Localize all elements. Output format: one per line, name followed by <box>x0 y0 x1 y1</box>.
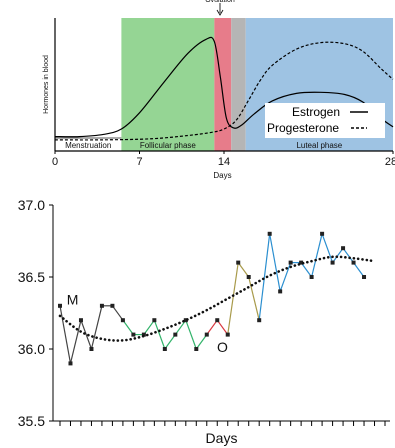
temperature-segment-25 <box>311 233 323 278</box>
ovulation-label: Ovulation <box>205 0 235 4</box>
temperature-segment-24 <box>300 262 313 278</box>
temperature-segment-14 <box>195 334 208 350</box>
temperature-point-3 <box>78 318 83 323</box>
temperature-point-25 <box>309 275 314 279</box>
temperature-point-2 <box>68 361 73 366</box>
temperature-segment-28 <box>342 247 355 263</box>
temperature-point-10 <box>152 318 157 323</box>
temperature-segment-4 <box>90 305 103 350</box>
temperature-segment-7 <box>122 319 134 335</box>
temperature-segment-27 <box>332 247 344 263</box>
temperature-point-20 <box>257 318 262 323</box>
top-x-axis-title: Days <box>213 171 231 180</box>
temperature-segment-10 <box>153 319 166 350</box>
top-x-tick-label-0: 0 <box>52 156 58 168</box>
legend-entry-progesterone: Progesterone <box>267 121 339 135</box>
temperature-point-18 <box>236 260 241 265</box>
temperature-point-22 <box>278 289 283 294</box>
bottom-y-tick-label-2: 36.0 <box>18 341 45 357</box>
temperature-segment-22 <box>279 262 292 292</box>
temperature-point-11 <box>162 347 167 351</box>
temperature-point-26 <box>320 231 325 236</box>
temperature-segment-3 <box>80 319 93 350</box>
temperature-segment-16 <box>216 319 229 335</box>
temperature-point-28 <box>341 246 346 251</box>
bottom-y-tick-label-3: 35.5 <box>18 413 45 429</box>
temperature-point-5 <box>99 303 104 308</box>
top-x-tick-label-3: 28 <box>385 156 395 168</box>
temperature-segment-12 <box>174 319 187 335</box>
temperature-segment-19 <box>248 276 260 321</box>
temperature-point-12 <box>173 332 178 337</box>
top-x-tick-label-2: 14 <box>218 156 230 168</box>
phase-band-3 <box>231 18 246 151</box>
temperature-trend-curve <box>58 255 376 342</box>
ovulation-arrow-head <box>216 9 224 16</box>
bottom-x-axis-title: Days <box>206 430 238 446</box>
temperature-segment-17 <box>227 262 239 335</box>
temperature-point-8 <box>131 332 136 337</box>
temperature-segment-29 <box>353 262 365 278</box>
bottom-annotation-m: M <box>67 291 79 307</box>
temperature-point-24 <box>299 260 304 265</box>
estrogen-curve <box>54 36 394 138</box>
temperature-point-7 <box>120 318 125 323</box>
temperature-point-9 <box>141 332 146 337</box>
bottom-y-tick-label-1: 36.5 <box>18 269 45 285</box>
phase-band-1 <box>121 18 215 151</box>
temperature-segment-20 <box>258 233 271 321</box>
temperature-segment-11 <box>164 334 176 350</box>
temperature-point-30 <box>362 275 367 279</box>
phase-label-0: Menstruation <box>65 141 111 150</box>
temperature-point-29 <box>351 260 356 265</box>
temperature-segment-21 <box>269 233 281 292</box>
bottom-annotation-o: O <box>217 339 228 355</box>
temperature-segment-6 <box>111 305 124 321</box>
top-y-axis-title: Hormones in blood <box>43 55 50 114</box>
phase-label-4: Luteal phase <box>296 141 342 150</box>
temperature-point-19 <box>246 275 251 279</box>
phase-label-1: Follicular phase <box>140 141 197 150</box>
temperature-segment-13 <box>185 319 197 350</box>
temperature-point-23 <box>288 260 293 265</box>
temperature-point-13 <box>183 318 188 323</box>
progesterone-curve <box>54 41 394 141</box>
top-legend-box <box>265 103 385 138</box>
temperature-point-21 <box>267 231 272 236</box>
temperature-point-1 <box>58 303 62 308</box>
temperature-point-6 <box>110 303 115 308</box>
temperature-point-27 <box>330 260 335 265</box>
temperature-segment-18 <box>237 262 250 278</box>
temperature-segment-26 <box>321 233 334 263</box>
temperature-point-15 <box>204 332 209 337</box>
temperature-segment-1 <box>59 305 72 364</box>
top-x-tick-label-1: 7 <box>136 156 142 168</box>
legend-entry-estrogen: Estrogen <box>292 105 340 119</box>
phase-band-0 <box>55 18 122 151</box>
phase-band-2 <box>214 18 232 151</box>
temperature-point-16 <box>215 318 220 323</box>
temperature-point-14 <box>194 347 199 351</box>
temperature-segment-9 <box>143 319 155 335</box>
temperature-segment-2 <box>69 320 82 364</box>
bottom-y-tick-label-0: 37.0 <box>18 197 45 213</box>
temperature-segment-15 <box>206 319 218 335</box>
temperature-point-4 <box>89 347 94 351</box>
temperature-point-17 <box>225 332 230 337</box>
